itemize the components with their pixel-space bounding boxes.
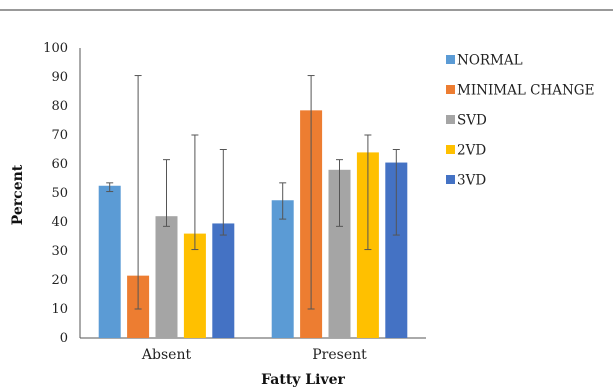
bar-series [98,110,408,338]
y-tick-label: 100 [43,41,68,56]
legend-swatch [446,85,455,94]
bar-3vd-absent [212,223,235,338]
bar-normal-absent [98,185,121,338]
category-label: Absent [141,347,192,363]
y-tick-label: 90 [51,70,68,85]
legend-swatch [446,175,455,184]
legend-label: SVD [457,113,487,129]
y-tick-label: 30 [51,244,68,259]
x-axis-title: Fatty Liver [261,372,345,388]
legend-swatch [446,145,455,154]
legend-label: 2VD [457,143,486,159]
bar-2vd-absent [183,233,206,338]
legend-swatch [446,115,455,124]
category-label: Present [312,347,367,363]
y-tick-label: 10 [51,302,68,317]
legend-swatch [446,55,455,64]
y-tick-label: 50 [51,186,68,201]
error-bars [106,75,400,310]
y-axis-title: Percent [10,164,26,225]
bar-svd-present [328,169,351,338]
bar-3vd-present [385,162,408,338]
y-tick-labels: 0 10 20 30 40 50 60 70 80 90 100 [43,41,68,346]
legend-label: 3VD [457,173,486,189]
y-tick-label: 0 [60,331,68,346]
legend-label: MINIMAL CHANGE [457,83,594,99]
bar-svd-absent [155,216,178,338]
y-tick-label: 20 [51,273,68,288]
y-tick-label: 40 [51,215,68,230]
y-tick-label: 60 [51,157,68,172]
y-tick-label: 80 [51,99,68,114]
legend: NORMAL MINIMAL CHANGE SVD 2VD 3VD [446,53,594,189]
category-labels: Absent Present [141,347,367,363]
y-tick-label: 70 [51,128,68,143]
bar-normal-present [271,200,294,338]
legend-label: NORMAL [457,53,523,69]
